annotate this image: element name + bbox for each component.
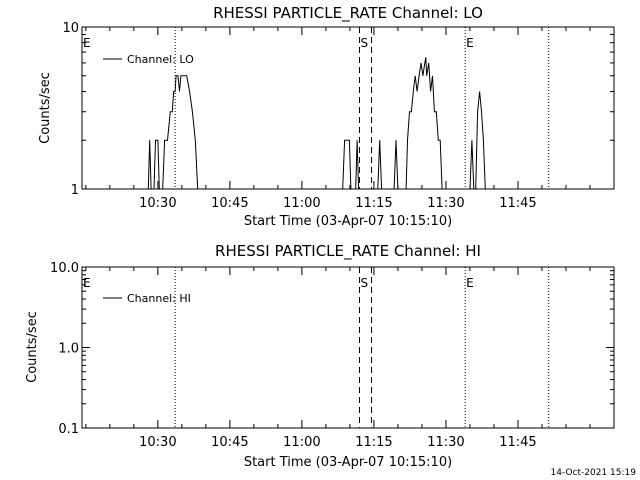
y-axis-label-lo: Counts/sec (38, 72, 53, 144)
y-tick-label-hi: 1.0 (58, 342, 79, 357)
y-tick-label-lo: 10 (62, 21, 79, 36)
x-tick-label-lo: 11:00 (283, 196, 320, 211)
chart-title-hi: RHESSI PARTICLE_RATE Channel: HI (215, 242, 481, 261)
plot-frame-lo (81, 26, 615, 190)
event-marker-label-hi: E (466, 276, 474, 290)
x-axis-label-hi: Start Time (03-Apr-07 10:15:10) (244, 455, 452, 470)
event-marker-label-lo: E (83, 36, 91, 50)
y-tick-label-hi: 10.0 (50, 261, 79, 276)
series-line-lo (147, 57, 486, 190)
legend-label-hi: Channel: HI (127, 292, 191, 305)
x-tick-label-lo: 11:45 (499, 196, 536, 211)
x-tick-label-lo: 11:30 (427, 196, 464, 211)
legend-label-lo: Channel: LO (127, 53, 194, 66)
chart-panel-lo: RHESSI PARTICLE_RATE Channel: LO Start T… (38, 4, 615, 229)
event-marker-label-lo: S (361, 36, 369, 50)
x-tick-label-lo: 10:30 (139, 196, 176, 211)
chart-title-lo: RHESSI PARTICLE_RATE Channel: LO (213, 4, 483, 23)
y-tick-label-hi: 0.1 (58, 422, 79, 437)
y-axis-label-hi: Counts/sec (25, 311, 40, 383)
x-tick-label-hi: 11:15 (355, 435, 392, 450)
event-marker-label-hi: E (83, 276, 91, 290)
event-marker-label-hi: S (361, 276, 369, 290)
x-tick-label-hi: 10:30 (139, 435, 176, 450)
legend-lo: Channel: LO (103, 53, 194, 66)
x-tick-label-hi: 11:45 (499, 435, 536, 450)
event-marker-label-lo: E (466, 36, 474, 50)
legend-hi: Channel: HI (103, 292, 191, 305)
x-tick-label-lo: 10:45 (211, 196, 248, 211)
x-tick-label-hi: 11:30 (427, 435, 464, 450)
y-tick-label-lo: 1 (71, 183, 79, 198)
x-tick-label-hi: 10:45 (211, 435, 248, 450)
x-tick-label-hi: 11:00 (283, 435, 320, 450)
timestamp-footer: 14-Oct-2021 15:19 (551, 468, 637, 478)
x-tick-label-lo: 11:15 (355, 196, 392, 211)
chart-panel-hi: RHESSI PARTICLE_RATE Channel: HI Start T… (25, 242, 615, 470)
x-axis-label-lo: Start Time (03-Apr-07 10:15:10) (244, 214, 452, 229)
